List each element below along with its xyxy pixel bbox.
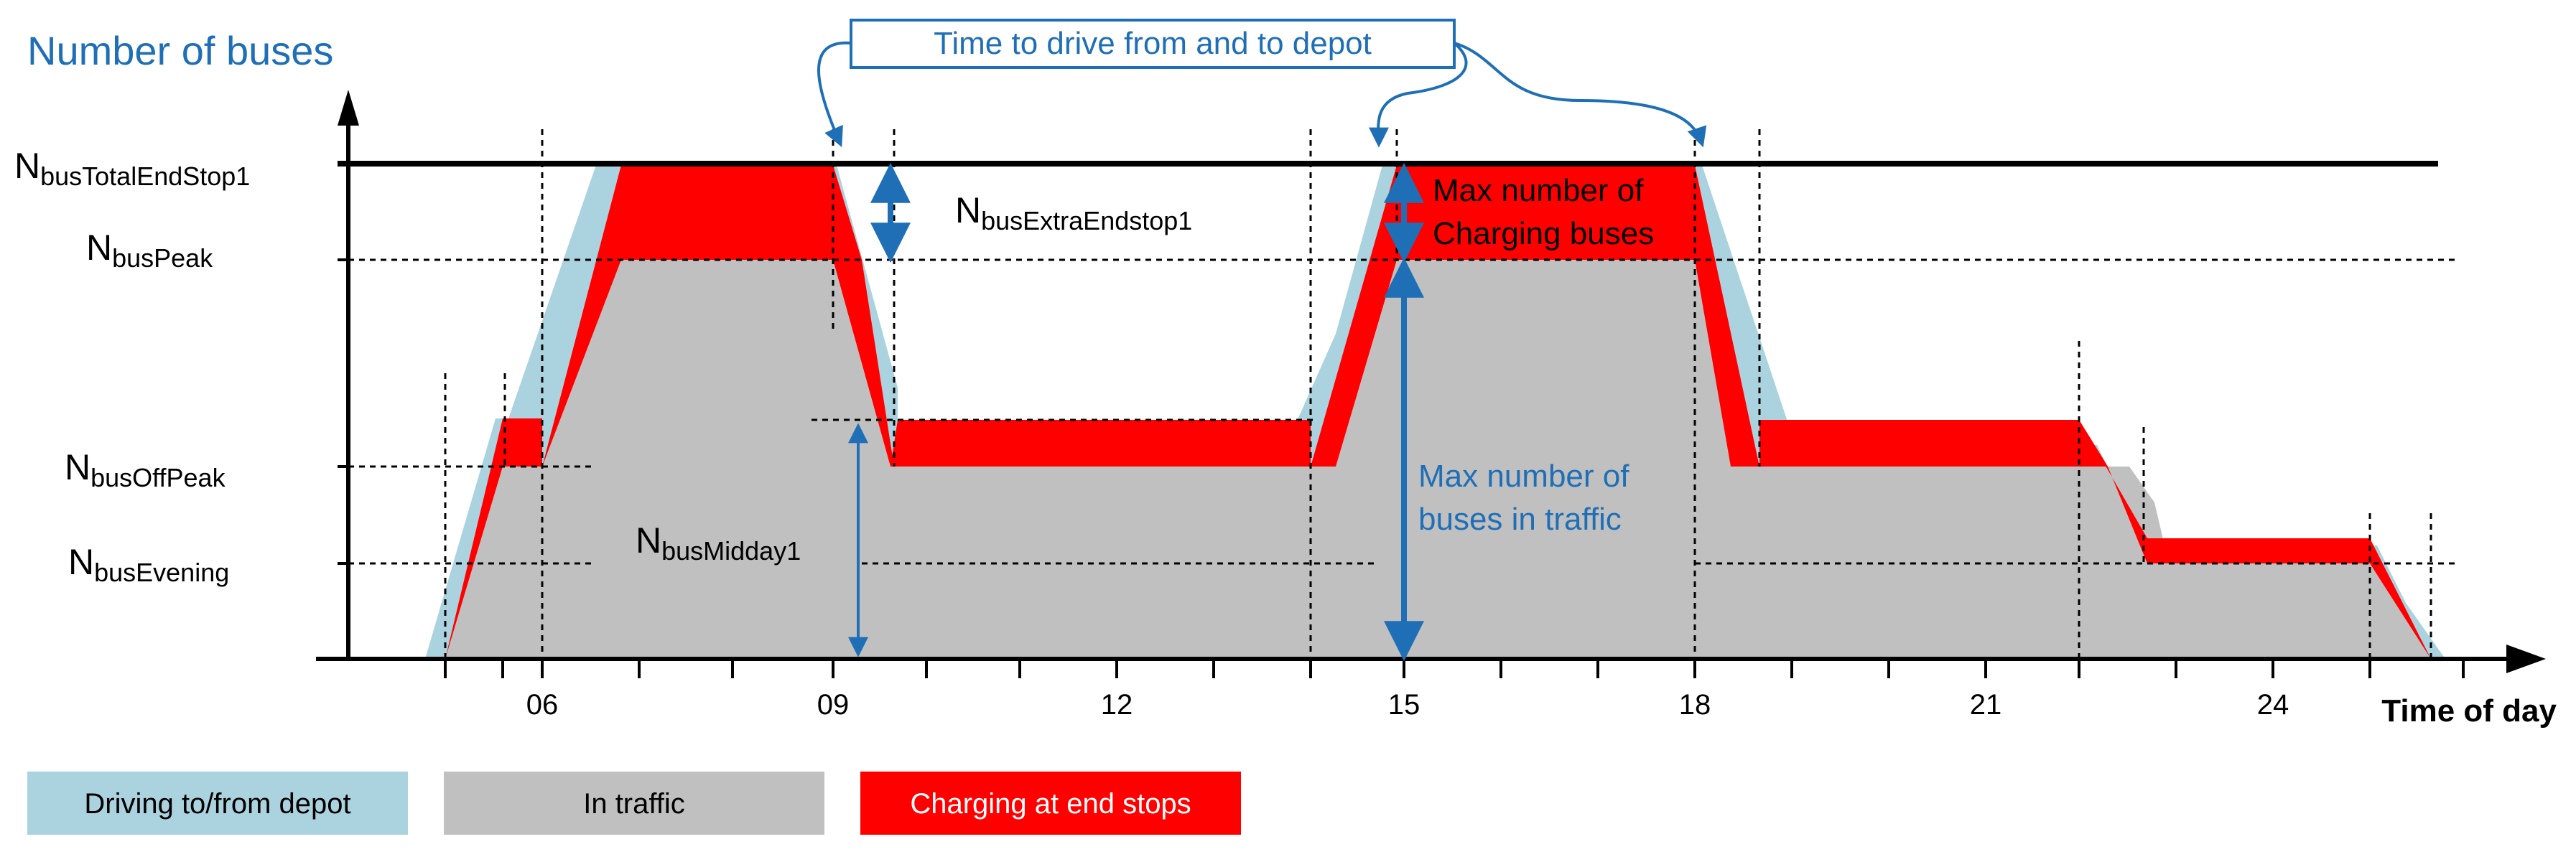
legend-label-charging: Charging at end stops (910, 788, 1191, 820)
charging-area-morning-peak-top (621, 165, 833, 260)
legend-label-traffic: In traffic (583, 788, 685, 820)
x-tick-18: 18 (1679, 689, 1711, 721)
legend-swatch-traffic (444, 772, 824, 835)
max-charging-text-2: Charging buses (1433, 216, 1654, 251)
max-traffic-text-1: Max number of (1418, 459, 1629, 494)
legend: Driving to/from depot In traffic Chargin… (27, 772, 1241, 835)
x-tick-15: 15 (1388, 689, 1420, 721)
diagram-title: Number of buses (27, 28, 333, 73)
legend-swatch-charging (860, 772, 1241, 835)
x-axis-ticks (444, 659, 2465, 678)
y-axis-arrowhead (338, 90, 359, 126)
traffic-area-main (445, 260, 2431, 659)
depot-arrow-left (817, 41, 852, 148)
vertical-markers (444, 129, 2432, 659)
x-tick-12: 12 (1101, 689, 1133, 721)
depot-arrow-right (1454, 42, 1707, 148)
max-charging-text-1: Max number of (1433, 173, 1644, 208)
y-label-peak: NbusPeak (86, 228, 213, 273)
y-label-total: NbusTotalEndStop1 (14, 146, 250, 191)
charging-area-afternoon-peak-top (1397, 165, 1695, 260)
legend-swatch-depot (27, 772, 408, 835)
x-axis-label: Time of day (2381, 693, 2557, 729)
extra-endstop-label: NbusExtraEndstop1 (955, 190, 1192, 235)
charging-area-evening-offpeak (1759, 420, 2108, 467)
midday-label: NbusMidday1 (636, 520, 801, 566)
x-tick-09: 09 (817, 689, 850, 721)
y-label-evening: NbusEvening (68, 542, 229, 587)
y-axis-ticks (338, 258, 348, 565)
x-tick-24: 24 (2257, 689, 2289, 721)
x-tick-labels: 06 09 12 15 18 21 24 (526, 689, 2289, 721)
x-tick-21: 21 (1970, 689, 2002, 721)
charging-area-midday (891, 420, 1311, 467)
x-tick-06: 06 (526, 689, 559, 721)
legend-label-depot: Driving to/from depot (84, 788, 350, 820)
y-label-offpeak: NbusOffPeak (65, 447, 226, 492)
max-traffic-text-2: buses in traffic (1418, 502, 1622, 537)
x-axis-arrowhead (2506, 645, 2546, 673)
depot-annotation-text: Time to drive from and to depot (934, 26, 1372, 61)
depot-arrow-mid (1368, 42, 1468, 148)
